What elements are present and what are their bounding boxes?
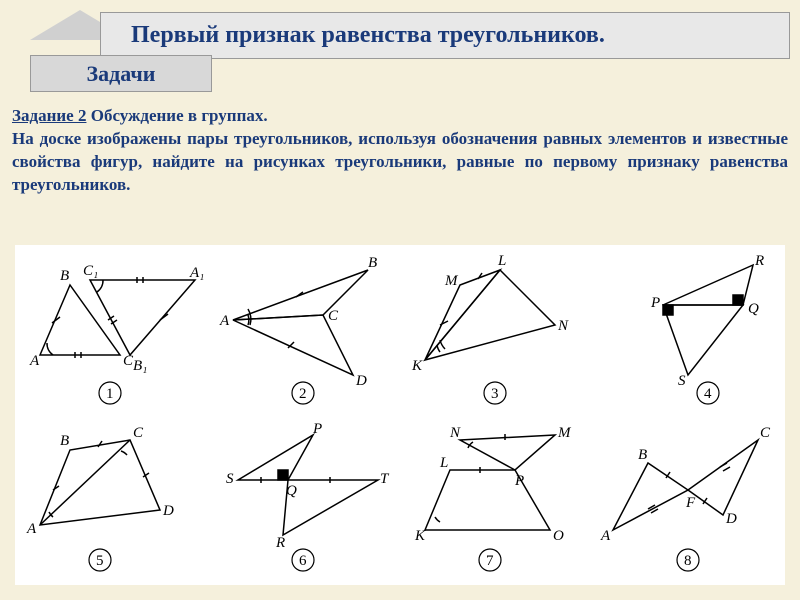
task-link: Задание 2 xyxy=(12,106,86,125)
figure-6: S Q P R T 6 xyxy=(208,415,401,585)
figure-3-svg: K L M N 3 xyxy=(400,245,590,410)
fig-num-6: 6 xyxy=(299,553,307,569)
v-K3: K xyxy=(411,358,423,374)
figure-1-svg: A B C A₁ B₁ C₁ 1 xyxy=(15,245,205,410)
v-P4: P xyxy=(650,295,660,311)
v-A1: A₁ xyxy=(189,265,204,281)
v-B5: B xyxy=(60,433,69,449)
task-suffix: Обсуждение в группах. xyxy=(86,106,267,125)
tasks-bar: Задачи xyxy=(30,55,212,92)
fig-num-2: 2 xyxy=(299,386,307,402)
v-M3: M xyxy=(444,273,459,289)
v-B1: B₁ xyxy=(133,358,147,374)
figure-2: A B C D 2 xyxy=(208,245,401,415)
v-K7: K xyxy=(414,528,426,544)
v-L3: L xyxy=(497,253,506,269)
figure-2-svg: A B C D 2 xyxy=(208,245,398,410)
figure-5-svg: A B C D 5 xyxy=(15,415,205,580)
v-N3: N xyxy=(557,318,569,334)
v-C8: C xyxy=(760,425,771,441)
fig-num-1: 1 xyxy=(106,386,114,402)
fig-num-3: 3 xyxy=(491,386,499,402)
tasks-label: Задачи xyxy=(87,61,156,87)
figure-7-svg: K L M N O P 7 xyxy=(400,415,590,580)
v-A5: A xyxy=(26,521,37,537)
figure-3: K L M N 3 xyxy=(400,245,593,415)
v-N7: N xyxy=(449,425,461,441)
title-bar: Первый признак равенства треугольников. xyxy=(100,12,790,59)
v-F8: F xyxy=(685,495,696,511)
v-R4: R xyxy=(754,253,764,269)
figure-4: P Q R S 4 xyxy=(593,245,786,415)
v-L7: L xyxy=(439,455,448,471)
figure-8: A B C D F 8 xyxy=(593,415,786,585)
v-C1: C₁ xyxy=(83,263,98,279)
v-P7: P xyxy=(514,473,524,489)
v-S6: R xyxy=(275,535,285,551)
fig-num-8: 8 xyxy=(684,553,692,569)
v-R6: S xyxy=(226,471,234,487)
figure-7: K L M N O P 7 xyxy=(400,415,593,585)
figures-panel: A B C A₁ B₁ C₁ 1 A xyxy=(15,245,785,585)
figure-6-svg: S Q P R T 6 xyxy=(208,415,398,580)
v-C2: C xyxy=(328,308,339,324)
figure-8-svg: A B C D F 8 xyxy=(593,415,783,580)
v-C5: C xyxy=(133,425,144,441)
v-O7: O xyxy=(553,528,564,544)
task-body: На доске изображены пары треугольников, … xyxy=(12,129,788,194)
figure-5: A B C D 5 xyxy=(15,415,208,585)
v-B8: B xyxy=(638,447,647,463)
page-title: Первый признак равенства треугольников. xyxy=(131,22,605,49)
v-Q4: Q xyxy=(748,301,759,317)
v-P6: P xyxy=(312,421,322,437)
fig-num-7: 7 xyxy=(486,553,494,569)
task-content: Задание 2 Обсуждение в группах. На доске… xyxy=(12,105,788,197)
v-T6: T xyxy=(380,471,390,487)
v-B2: B xyxy=(368,255,377,271)
figure-4-svg: P Q R S 4 xyxy=(593,245,783,410)
figure-1: A B C A₁ B₁ C₁ 1 xyxy=(15,245,208,415)
fig-num-4: 4 xyxy=(704,386,712,402)
v-B: B xyxy=(60,268,69,284)
v-A2: A xyxy=(219,313,230,329)
v-D2: D xyxy=(355,373,367,389)
v-A8: A xyxy=(600,528,611,544)
v-S4: S xyxy=(678,373,686,389)
v-D8: D xyxy=(725,511,737,527)
fig-num-5: 5 xyxy=(96,553,104,569)
v-D5: D xyxy=(162,503,174,519)
v-M7: M xyxy=(557,425,572,441)
v-A: A xyxy=(29,353,40,369)
v-Q6: Q xyxy=(286,483,297,499)
figure-row-2: A B C D 5 S Q P R xyxy=(15,415,785,585)
figure-row-1: A B C A₁ B₁ C₁ 1 A xyxy=(15,245,785,415)
